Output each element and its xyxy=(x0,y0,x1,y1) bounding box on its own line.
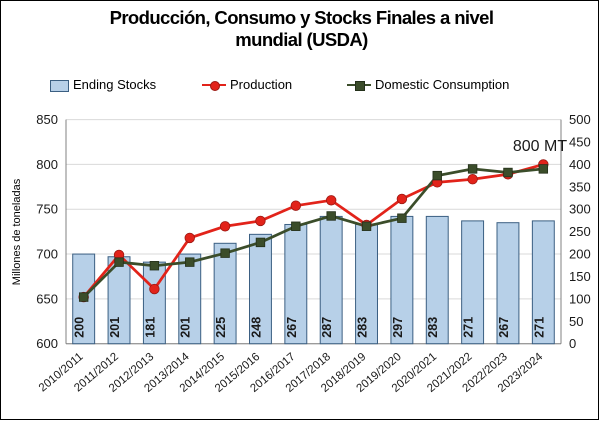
svg-text:287: 287 xyxy=(320,317,334,338)
svg-text:450: 450 xyxy=(569,135,591,150)
svg-text:150: 150 xyxy=(569,269,591,284)
svg-text:350: 350 xyxy=(569,179,591,194)
svg-text:0: 0 xyxy=(569,336,576,351)
svg-text:750: 750 xyxy=(36,202,58,217)
svg-text:248: 248 xyxy=(249,317,263,338)
svg-text:650: 650 xyxy=(36,291,58,306)
svg-text:400: 400 xyxy=(569,157,591,172)
svg-text:267: 267 xyxy=(497,317,511,338)
svg-text:283: 283 xyxy=(356,317,370,338)
svg-text:100: 100 xyxy=(569,291,591,306)
svg-text:500: 500 xyxy=(569,112,591,127)
svg-text:850: 850 xyxy=(36,112,58,127)
svg-text:200: 200 xyxy=(73,317,87,338)
svg-text:297: 297 xyxy=(391,317,405,338)
svg-text:600: 600 xyxy=(36,336,58,351)
svg-text:283: 283 xyxy=(426,317,440,338)
svg-text:225: 225 xyxy=(214,317,228,338)
svg-text:50: 50 xyxy=(569,314,583,329)
svg-text:300: 300 xyxy=(569,202,591,217)
svg-text:200: 200 xyxy=(569,247,591,262)
svg-text:181: 181 xyxy=(143,317,157,338)
svg-text:250: 250 xyxy=(569,224,591,239)
svg-text:201: 201 xyxy=(108,317,122,338)
svg-text:800 MT: 800 MT xyxy=(513,138,567,155)
svg-text:201: 201 xyxy=(179,317,193,338)
svg-text:700: 700 xyxy=(36,247,58,262)
svg-text:800: 800 xyxy=(36,157,58,172)
svg-text:271: 271 xyxy=(462,317,476,338)
svg-text:267: 267 xyxy=(285,317,299,338)
svg-text:271: 271 xyxy=(532,317,546,338)
